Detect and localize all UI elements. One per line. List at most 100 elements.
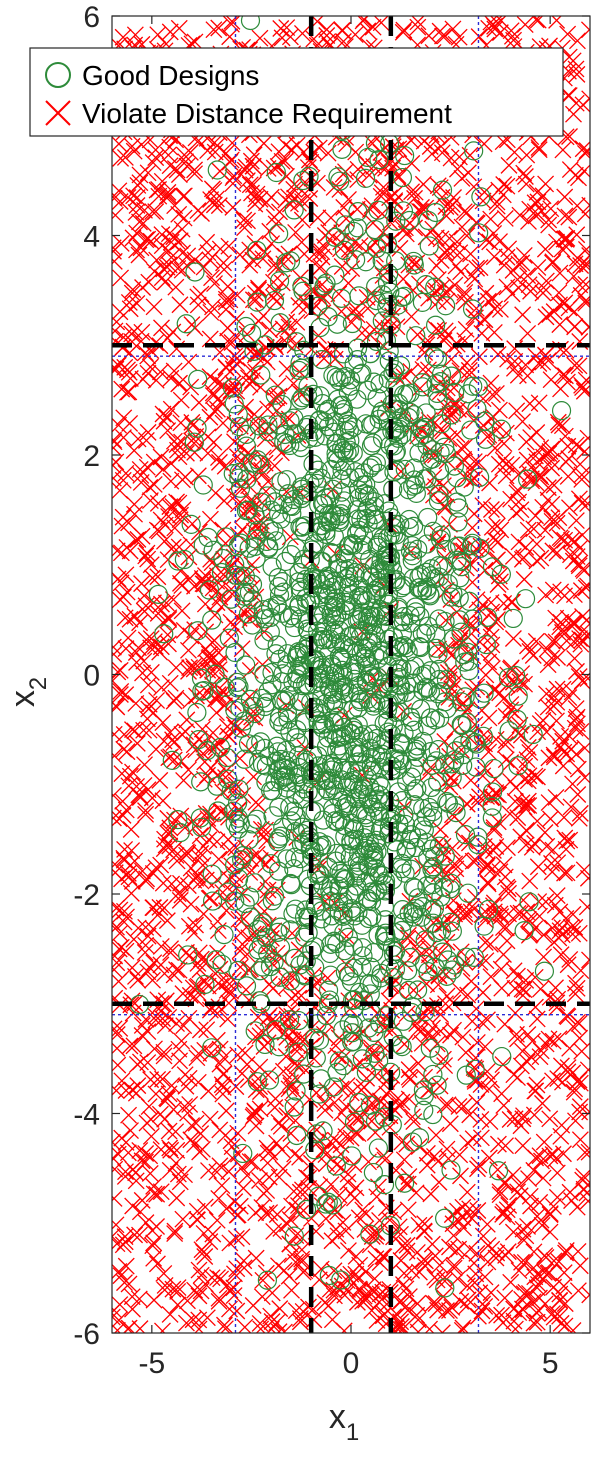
point-violate: [420, 940, 438, 958]
point-violate: [125, 442, 143, 460]
point-violate: [544, 632, 561, 650]
point-violate: [180, 353, 198, 371]
point-violate: [269, 158, 287, 175]
point-violate: [436, 1057, 454, 1075]
point-violate: [190, 1320, 208, 1333]
point-violate: [239, 212, 256, 230]
point-violate: [161, 1305, 179, 1323]
point-violate: [144, 203, 162, 221]
point-violate: [164, 498, 182, 516]
point-violate: [556, 188, 574, 206]
point-violate: [470, 1156, 488, 1174]
point-violate: [525, 1161, 543, 1179]
point-violate: [473, 1302, 491, 1320]
point-violate: [112, 661, 129, 679]
point-violate: [533, 1094, 551, 1112]
point-violate: [563, 683, 581, 701]
point-violate: [410, 1263, 428, 1281]
point-violate: [445, 189, 463, 206]
point-violate: [567, 512, 585, 530]
point-violate: [259, 1154, 277, 1172]
point-violate: [534, 1169, 552, 1187]
point-violate: [523, 838, 541, 856]
point-violate: [222, 1132, 240, 1150]
point-violate: [117, 464, 135, 482]
point-violate: [300, 151, 318, 169]
point-violate: [112, 482, 129, 499]
point-violate: [399, 1201, 417, 1219]
point-violate: [154, 405, 172, 423]
point-violate: [540, 216, 558, 234]
point-violate: [145, 298, 163, 316]
point-violate: [112, 645, 123, 663]
point-violate: [346, 26, 364, 44]
point-violate: [130, 1290, 148, 1308]
point-violate: [210, 850, 228, 868]
point-violate: [155, 412, 173, 430]
point-violate: [168, 1015, 185, 1033]
point-violate: [394, 1320, 412, 1333]
point-violate: [459, 1291, 477, 1309]
point-violate: [236, 161, 254, 179]
point-violate: [145, 475, 163, 493]
point-violate: [560, 299, 578, 317]
point-violate: [483, 1071, 500, 1089]
data-marks: [112, 16, 590, 1333]
point-violate: [436, 733, 454, 750]
point-violate: [171, 891, 189, 909]
point-violate: [145, 1249, 163, 1267]
point-violate: [465, 1254, 483, 1272]
point-violate: [121, 300, 139, 318]
point-violate: [175, 209, 193, 227]
point-violate: [270, 1168, 288, 1186]
point-violate: [169, 441, 186, 459]
point-violate: [485, 821, 503, 839]
point-violate: [573, 672, 590, 690]
point-violate: [210, 197, 228, 215]
point-violate: [497, 751, 515, 769]
point-violate: [579, 1061, 590, 1079]
point-violate: [116, 840, 134, 858]
point-violate: [560, 208, 578, 226]
point-violate: [481, 935, 499, 953]
point-violate: [364, 18, 382, 36]
y-tick-label: -4: [73, 1099, 100, 1132]
y-tick-label: 4: [83, 221, 100, 254]
point-violate: [488, 785, 506, 803]
point-violate: [144, 569, 161, 587]
point-violate: [514, 1137, 532, 1155]
point-violate: [545, 476, 563, 494]
point-violate: [161, 1161, 179, 1179]
point-violate: [112, 947, 124, 965]
point-violate: [484, 289, 502, 307]
point-violate: [142, 639, 160, 657]
point-violate: [285, 180, 303, 198]
point-violate: [112, 1216, 125, 1234]
point-violate: [132, 239, 150, 257]
point-violate: [243, 371, 261, 389]
y-tick-label: 6: [83, 1, 100, 34]
x-tick-label: 0: [343, 1347, 360, 1380]
legend: Good Designs Violate Distance Requiremen…: [29, 47, 564, 137]
point-violate: [469, 1307, 487, 1325]
y-axis-label-base: x: [4, 690, 42, 707]
point-violate: [494, 919, 512, 936]
point-violate: [423, 145, 441, 163]
point-violate: [294, 193, 312, 211]
point-violate: [192, 1266, 210, 1284]
point-violate: [155, 532, 173, 550]
point-violate: [250, 279, 267, 297]
point-violate: [228, 1302, 246, 1320]
point-violate: [488, 501, 506, 519]
point-violate: [576, 145, 590, 162]
point-violate: [527, 16, 545, 29]
point-violate: [208, 833, 226, 851]
point-violate: [477, 911, 495, 929]
point-violate: [246, 195, 264, 213]
point-violate: [409, 18, 427, 36]
point-violate: [495, 1097, 513, 1114]
point-violate: [445, 1256, 463, 1274]
point-violate: [226, 433, 243, 451]
point-violate: [530, 139, 548, 156]
point-violate: [316, 1101, 334, 1119]
